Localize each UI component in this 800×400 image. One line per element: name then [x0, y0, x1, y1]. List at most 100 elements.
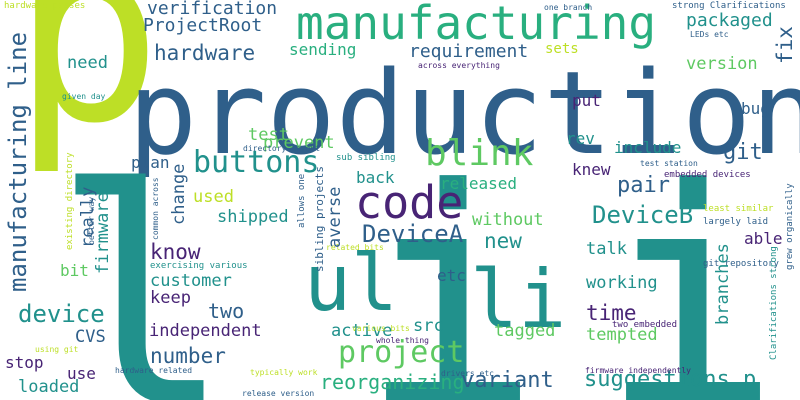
word-embedded-devices: embedded devices [664, 170, 751, 180]
word-verification: verification [147, 0, 278, 19]
word-know: know [150, 240, 201, 264]
word-project: project [338, 335, 465, 370]
word-packaged: packaged [686, 10, 773, 31]
word-firmware: firmware [93, 192, 113, 274]
word-hardware-passes: hardware passes [4, 1, 86, 11]
word-loaded: loaded [18, 377, 80, 397]
word-device: device [18, 300, 105, 328]
word-without: without [472, 210, 544, 230]
word-used: used [193, 187, 234, 207]
word-plan: plan [131, 153, 170, 172]
word-release-version: release version [242, 389, 315, 398]
word-use: use [67, 364, 96, 383]
word-l: l [52, 125, 233, 400]
word-stop: stop [5, 353, 44, 372]
word-one-branch: one branch [544, 3, 593, 12]
word-largely-laid: largely laid [703, 217, 769, 227]
word-released: released [440, 174, 518, 193]
word-allows-one: allows one [297, 173, 307, 228]
word-knew: knew [572, 160, 611, 179]
word-projectroot: ProjectRoot [143, 15, 263, 36]
word-strong-clarifications: strong Clarifications [672, 1, 786, 11]
word-manufacturing-line: manufacturing line [4, 31, 32, 292]
word-deviceA: DeviceA [362, 220, 464, 248]
word-whole-thing: whole thing [376, 336, 429, 345]
word-better-way: better way [87, 196, 96, 245]
word-number: number [150, 344, 226, 368]
word-two: two [208, 299, 245, 323]
word-using-git: using git [35, 345, 79, 354]
word-various-bits: various bits [352, 324, 410, 333]
word-averse: averse [325, 186, 345, 248]
word-customer: customer [150, 271, 232, 291]
word-production: production [128, 47, 800, 181]
word-requirement: requirement [409, 41, 529, 62]
word-sending: sending [289, 40, 357, 59]
word-active: active [331, 321, 393, 341]
word-code: code [355, 176, 464, 229]
word-need: need [67, 53, 108, 73]
word-able: able [744, 229, 783, 248]
word-sets: sets [545, 41, 579, 57]
word-branches: branches [713, 243, 733, 325]
word-git: git [723, 140, 763, 165]
word-firmware-independently: firmware independently [585, 366, 691, 375]
word-test-station: test station [640, 159, 698, 168]
word-drivers-etc: drivers etc [441, 369, 494, 378]
word-ul: ul [304, 239, 398, 329]
word-blink: blink [425, 133, 534, 174]
word-talk: talk [586, 239, 627, 259]
word-reorganizing: reorganizing [320, 370, 465, 394]
word-include: include [614, 138, 682, 157]
word-common-across: common across [151, 177, 160, 240]
word-change: change [169, 163, 189, 225]
word-i-1: i [360, 125, 541, 400]
word-bit: bit [60, 261, 89, 280]
word-etc: etc [437, 266, 466, 285]
word-tempted: tempted [586, 325, 658, 345]
word-test: test [248, 125, 289, 145]
word-buttons: buttons [193, 145, 320, 180]
word-hardware-related: hardware related [115, 366, 193, 375]
word-tagged: tagged [494, 321, 556, 341]
word-variant: variant [461, 368, 554, 393]
word-across-everything: across everything [418, 61, 500, 70]
word-bug: bug [741, 99, 770, 118]
word-li: li [470, 253, 567, 346]
word-pair: pair [617, 173, 670, 198]
word-least-similar: least similar [703, 204, 774, 214]
word-fix: fix [773, 26, 797, 64]
word-working: working [586, 273, 658, 293]
word-cvs: CVS [75, 327, 106, 347]
word-exercising-various: exercising various [150, 261, 248, 271]
word-sibling-projects: sibling projects [313, 166, 326, 272]
word-manufacturing: manufacturing [296, 0, 657, 50]
word-prevent: prevent [263, 133, 335, 153]
word-git-repository: git repository [703, 259, 779, 269]
word-typically-work: typically work [250, 368, 318, 377]
word-i-2: i [600, 125, 781, 400]
word-hardware: hardware [154, 41, 256, 65]
word-grew-organically: grew organically [785, 183, 795, 270]
word-two-embedded: two embedded [612, 320, 678, 330]
word-keep: keep [150, 288, 191, 308]
word-deviceB: DeviceB [592, 201, 694, 229]
word-independent: independent [149, 321, 262, 341]
word-src: src [413, 316, 444, 336]
word-related-bits: related bits [326, 243, 384, 252]
word-back: back [356, 168, 395, 187]
word-version: version [686, 54, 758, 74]
word-shipped: shipped [217, 207, 289, 227]
word-p: p [12, 0, 163, 178]
word-suggestions-p: suggestions p [584, 367, 757, 392]
word-directory-layout: directory layout [243, 144, 321, 153]
word-new: new [484, 229, 522, 253]
word-given-day: given day [62, 92, 106, 101]
word-sub-sibling: sub sibling [336, 153, 396, 163]
word-time: time [586, 301, 637, 325]
word-rev: rev [566, 129, 595, 148]
word-put: put [572, 91, 601, 110]
word-leds-etc: LEDs etc [690, 30, 729, 39]
word-clarifications-strong: Clarifications strong [769, 246, 779, 360]
